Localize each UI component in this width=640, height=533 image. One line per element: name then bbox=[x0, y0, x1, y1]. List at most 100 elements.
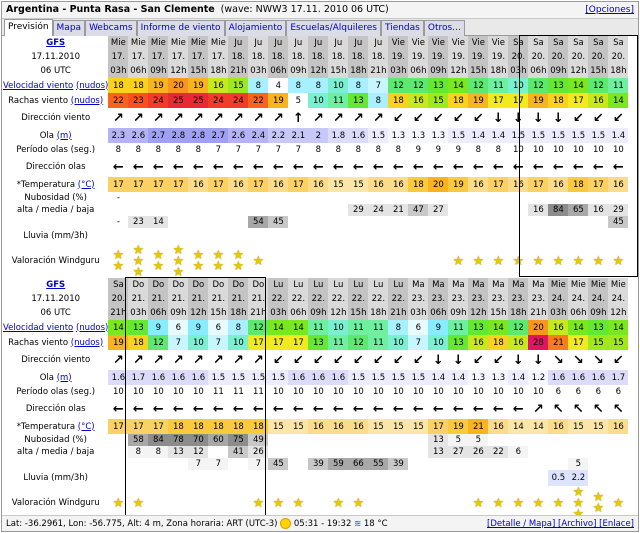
cloud-mid-cell bbox=[208, 446, 229, 458]
date-cell: 19. bbox=[488, 50, 509, 64]
wdir-cell: ↗ bbox=[108, 350, 128, 370]
wave-cell: 1.3 bbox=[488, 370, 509, 385]
wave-cell: 1.6 bbox=[168, 370, 189, 385]
wind-arrow-icon: ↗ bbox=[272, 110, 284, 126]
wvdir-cell: ← bbox=[328, 157, 348, 177]
hour-cell: 21h bbox=[108, 306, 129, 320]
wvdir-cell: ← bbox=[168, 157, 188, 177]
hour-cell: 15h bbox=[488, 306, 509, 320]
gust-cell: 28 bbox=[528, 335, 549, 350]
cloud-high-cell bbox=[488, 192, 509, 204]
temp-cell: 16 bbox=[608, 419, 629, 434]
tab-4[interactable]: Alojamiento bbox=[224, 20, 287, 36]
cloud-low-cell bbox=[548, 216, 569, 228]
wdir-cell: ↓ bbox=[488, 108, 508, 128]
hour-cell: 03h bbox=[508, 64, 529, 78]
wind-arrow-icon: ↘ bbox=[552, 352, 564, 368]
tab-6[interactable]: Tiendas bbox=[380, 20, 424, 36]
hour-cell: 09h bbox=[428, 64, 449, 78]
options-link[interactable]: [Opciones] bbox=[585, 5, 634, 15]
rain-label: Lluvia (mm/3h) bbox=[23, 231, 88, 241]
rain-cell bbox=[608, 228, 629, 244]
wave-arrow-icon: ← bbox=[452, 159, 464, 175]
wind-arrow-icon: ↓ bbox=[532, 352, 544, 368]
temp-cell: 17 bbox=[128, 419, 149, 434]
wave-cell: 1.3 bbox=[428, 128, 449, 143]
tab-5[interactable]: Escuelas/Alquileres bbox=[286, 20, 381, 36]
rain-cell bbox=[608, 470, 629, 486]
wind-arrow-icon: ↗ bbox=[252, 352, 264, 368]
temp-cell: 18 bbox=[248, 419, 269, 434]
wvdir-cell: ← bbox=[388, 399, 408, 419]
wave-arrow-icon: ← bbox=[392, 401, 404, 417]
tab-3[interactable]: Informe de viento bbox=[136, 20, 225, 36]
cloud-high-cell: 5 bbox=[448, 434, 469, 446]
wind-arrow-icon: ↗ bbox=[192, 352, 204, 368]
wind-arrow-icon: ↓ bbox=[492, 110, 504, 126]
tab-2[interactable]: Webcams bbox=[85, 20, 137, 36]
tab-0[interactable]: Previsión bbox=[4, 19, 53, 36]
rating-cell: ★ bbox=[588, 244, 608, 278]
gust-cell: 5 bbox=[288, 93, 309, 108]
cloud-mid-cell: 8 bbox=[148, 446, 169, 458]
wvdir-cell: ← bbox=[328, 399, 348, 419]
temp-cell: 15 bbox=[348, 177, 369, 192]
gust-cell: 22 bbox=[108, 93, 129, 108]
wvdir-cell: ← bbox=[388, 157, 408, 177]
cloud-mid-row: alta / media / baja 29 24 21 47 27 16 84 65 16 29 bbox=[3, 204, 629, 216]
rating-cell: ★ bbox=[488, 244, 508, 278]
wave-cell: 1.6 bbox=[548, 370, 569, 385]
wave-arrow-icon: ← bbox=[372, 401, 384, 417]
temp-cell: 17 bbox=[148, 177, 169, 192]
model-link[interactable]: GFS bbox=[46, 38, 66, 48]
wind-arrow-icon: ↙ bbox=[412, 110, 424, 126]
wave-arrow-icon: ← bbox=[432, 401, 444, 417]
star-icon: ★ bbox=[152, 248, 165, 263]
period-cell: 10 bbox=[352, 387, 364, 397]
wave-arrow-icon: ↖ bbox=[552, 401, 564, 417]
date-cell: 19. bbox=[388, 50, 409, 64]
wind-arrow-icon: ↗ bbox=[312, 110, 324, 126]
wave-arrow-icon: ← bbox=[512, 401, 524, 417]
cloud-high-cell bbox=[188, 192, 209, 204]
tab-7[interactable]: Otros... bbox=[423, 20, 465, 36]
period-cell: 10 bbox=[152, 387, 164, 397]
wdir-cell: ↙ bbox=[288, 350, 308, 370]
day-cell: Ju bbox=[308, 36, 329, 50]
footer-links[interactable]: [Detalle / Mapa] [Archivo] [Enlace] bbox=[487, 519, 634, 529]
wind-cell: 6 bbox=[408, 320, 429, 335]
cloud-low-cell bbox=[408, 458, 429, 470]
cloud-high-cell: 75 bbox=[228, 434, 249, 446]
day-cell: Sa bbox=[528, 36, 549, 50]
period-cell: 11 bbox=[232, 387, 244, 397]
rating-cell: ★ bbox=[268, 486, 288, 520]
gust-cell: 7 bbox=[168, 335, 189, 350]
day-cell: Ju bbox=[288, 36, 309, 50]
temp-cell: 17 bbox=[528, 177, 549, 192]
date-cell: 22. bbox=[368, 292, 389, 306]
wvdir-cell: ← bbox=[468, 157, 488, 177]
day-cell: Mie bbox=[208, 36, 229, 50]
rain-cell bbox=[208, 228, 229, 244]
cloud-mid-cell bbox=[448, 204, 469, 216]
rain-cell bbox=[108, 228, 129, 244]
hour-cell: 21h bbox=[528, 306, 549, 320]
cloud-mid-cell bbox=[488, 204, 509, 216]
cloud-low-cell: 7 bbox=[188, 458, 209, 470]
cloud-mid-cell bbox=[128, 204, 149, 216]
model-link[interactable]: GFS bbox=[46, 280, 66, 290]
cloud-mid-cell bbox=[508, 204, 529, 216]
date-cell: 23. bbox=[468, 292, 489, 306]
wvdir-row: Dirección olas ← ← ← ← ← ← ← ← ← ← ← ← ← ← ← ← ← ← ← ← ← ↗ ↖ ↖ ↖ ↖ bbox=[3, 399, 628, 419]
tab-1[interactable]: Mapa bbox=[52, 20, 86, 36]
rain-cell bbox=[168, 228, 189, 244]
wave-arrow-icon: ← bbox=[272, 159, 284, 175]
wind-arrow-icon: ↓ bbox=[512, 110, 524, 126]
wdir-label: Dirección viento bbox=[21, 355, 91, 365]
rain-cell bbox=[188, 470, 209, 486]
cloud-low-cell bbox=[168, 458, 189, 470]
cloud-high-cell bbox=[528, 192, 549, 204]
wave-arrow-icon: ← bbox=[452, 401, 464, 417]
date-row: 17.11.2010 17. 17. 17. 17. 17. 17. 18. 18. 18. 18.… bbox=[3, 50, 629, 64]
cloud-high-cell bbox=[568, 192, 589, 204]
